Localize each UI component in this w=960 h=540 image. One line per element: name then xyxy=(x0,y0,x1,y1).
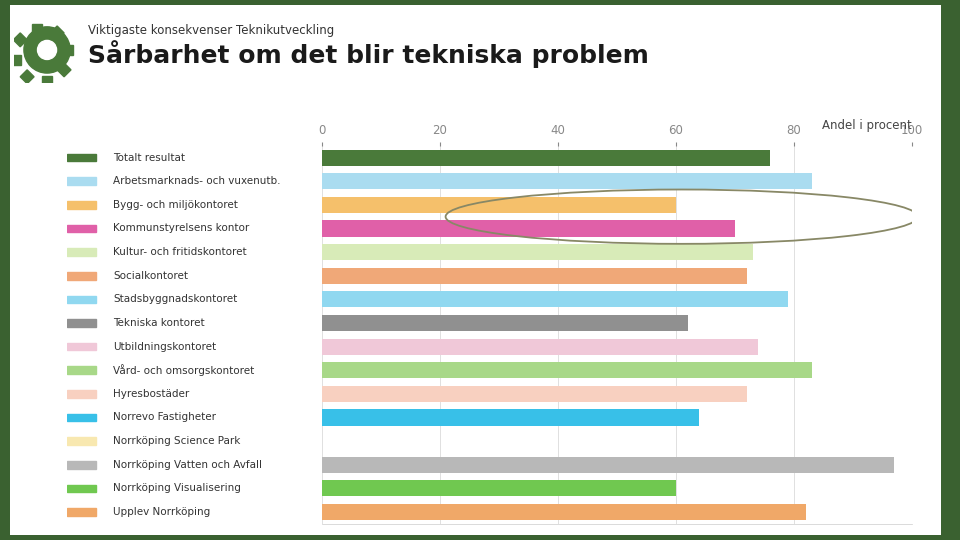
Bar xyxy=(67,319,96,327)
Bar xyxy=(67,414,96,421)
Text: Bygg- och miljökontoret: Bygg- och miljökontoret xyxy=(113,200,238,210)
Circle shape xyxy=(24,27,70,73)
Text: Norrköping Science Park: Norrköping Science Park xyxy=(113,436,240,446)
Bar xyxy=(322,197,676,213)
Bar xyxy=(67,390,96,397)
Text: Upplev Norrköping: Upplev Norrköping xyxy=(113,507,210,517)
Bar xyxy=(322,386,747,402)
Bar xyxy=(322,362,811,378)
Text: Kommunstyrelsens kontor: Kommunstyrelsens kontor xyxy=(113,224,250,233)
Bar xyxy=(67,201,96,208)
Bar xyxy=(67,461,96,469)
Text: Tekniska kontoret: Tekniska kontoret xyxy=(113,318,204,328)
Bar xyxy=(67,508,96,516)
Text: Andel i procent: Andel i procent xyxy=(823,119,912,132)
Bar xyxy=(322,315,687,331)
Bar xyxy=(20,70,34,84)
Bar xyxy=(67,225,96,232)
Text: Norrköping Vatten och Avfall: Norrköping Vatten och Avfall xyxy=(113,460,262,470)
Text: Utbildningskontoret: Utbildningskontoret xyxy=(113,342,216,352)
Text: Vård- och omsorgskontoret: Vård- och omsorgskontoret xyxy=(113,364,254,376)
Text: Hyresbostäder: Hyresbostäder xyxy=(113,389,189,399)
Bar xyxy=(67,343,96,350)
Bar xyxy=(33,24,42,33)
Bar xyxy=(322,292,788,307)
Bar xyxy=(12,55,21,65)
Bar xyxy=(50,26,64,40)
Bar xyxy=(322,220,735,237)
Bar xyxy=(322,481,676,496)
Text: Sårbarhet om det blir tekniska problem: Sårbarhet om det blir tekniska problem xyxy=(88,40,649,69)
Bar xyxy=(67,484,96,492)
Text: Norrköping Visualisering: Norrköping Visualisering xyxy=(113,483,241,494)
Bar xyxy=(67,437,96,445)
Bar xyxy=(67,248,96,256)
Bar xyxy=(322,409,700,426)
Bar xyxy=(322,457,895,473)
Bar xyxy=(42,76,52,86)
Bar xyxy=(322,150,770,166)
Bar xyxy=(67,272,96,280)
Bar xyxy=(322,339,758,355)
Bar xyxy=(63,45,73,55)
Bar xyxy=(13,33,27,47)
Text: Stadsbyggnadskontoret: Stadsbyggnadskontoret xyxy=(113,294,237,305)
Bar xyxy=(322,244,753,260)
Text: Norrevo Fastigheter: Norrevo Fastigheter xyxy=(113,413,216,422)
Text: Kultur- och fritidskontoret: Kultur- och fritidskontoret xyxy=(113,247,247,257)
Bar xyxy=(322,504,805,520)
Bar xyxy=(322,268,747,284)
Circle shape xyxy=(37,40,57,59)
Bar xyxy=(322,173,811,189)
Bar xyxy=(67,154,96,161)
Text: Totalt resultat: Totalt resultat xyxy=(113,153,185,163)
Bar xyxy=(67,295,96,303)
Bar xyxy=(67,367,96,374)
Bar xyxy=(67,178,96,185)
Bar xyxy=(58,63,71,77)
Text: Viktigaste konsekvenser Teknikutveckling: Viktigaste konsekvenser Teknikutveckling xyxy=(88,24,335,37)
Text: Socialkontoret: Socialkontoret xyxy=(113,271,188,281)
Text: Arbetsmarknads- och vuxenutb.: Arbetsmarknads- och vuxenutb. xyxy=(113,176,280,186)
